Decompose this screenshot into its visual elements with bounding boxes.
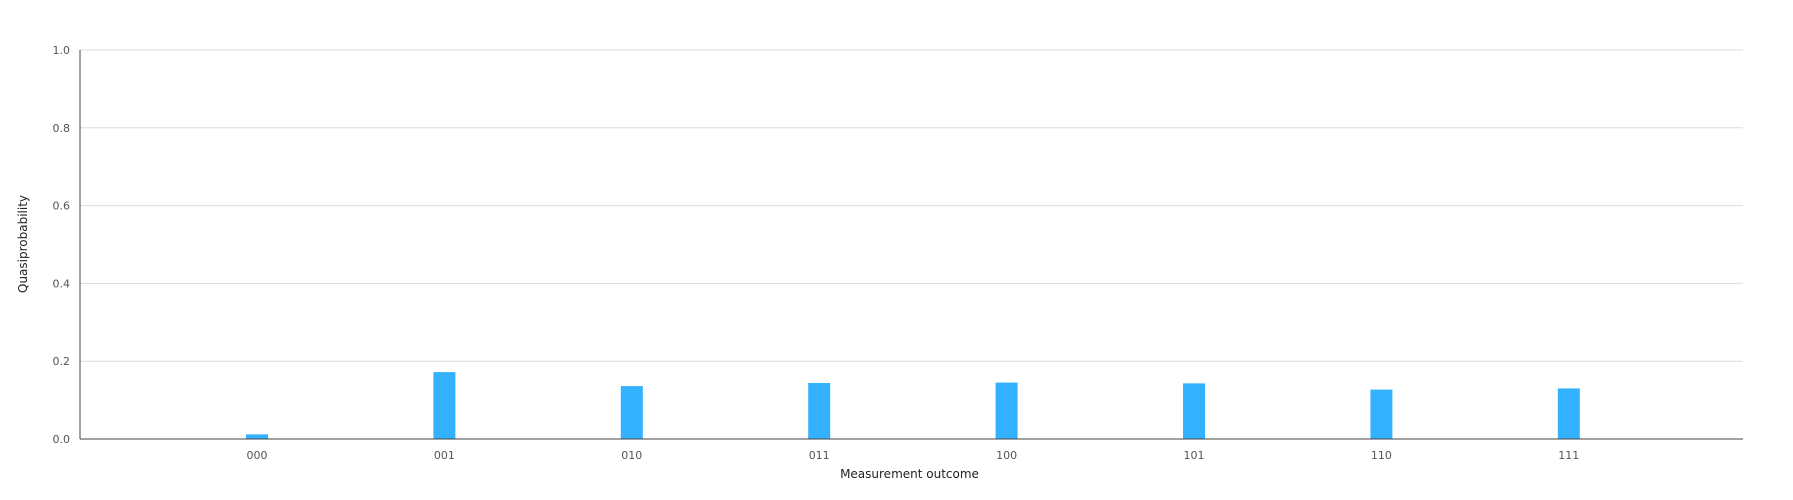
- y-tick-label: 0.6: [53, 200, 71, 213]
- y-tick-label: 0.2: [53, 355, 71, 368]
- x-tick-label: 110: [1371, 449, 1392, 462]
- y-tick-label: 1.0: [53, 44, 71, 57]
- x-tick-label: 011: [809, 449, 830, 462]
- y-tick-label: 0.8: [53, 122, 71, 135]
- bar-010: [620, 386, 643, 439]
- x-tick-label: 101: [1184, 449, 1205, 462]
- bar-101: [1183, 383, 1205, 439]
- bar-001: [433, 372, 456, 439]
- x-axis-title: Measurement outcome: [840, 467, 979, 481]
- bar-100: [995, 382, 1018, 439]
- x-tick-label: 000: [247, 449, 268, 462]
- y-tick-label: 0.4: [53, 277, 71, 290]
- bar-000: [246, 434, 268, 439]
- x-tick-label: 010: [621, 449, 642, 462]
- y-tick-labels: 0.0 0.2 0.4 0.6 0.8 1.0: [53, 44, 71, 446]
- grid-lines: [80, 49, 1743, 362]
- y-tick-label: 0.0: [53, 433, 71, 446]
- bar-110: [1370, 389, 1393, 439]
- bar-111: [1557, 388, 1580, 439]
- x-tick-label: 001: [434, 449, 455, 462]
- bars: [246, 372, 1580, 439]
- y-axis-title: Quasiprobability: [16, 195, 30, 293]
- x-tick-label: 111: [1558, 449, 1579, 462]
- x-tick-labels: 000 001 010 011 100 101 110 111: [247, 449, 1580, 462]
- bar-011: [808, 382, 831, 439]
- x-tick-label: 100: [996, 449, 1017, 462]
